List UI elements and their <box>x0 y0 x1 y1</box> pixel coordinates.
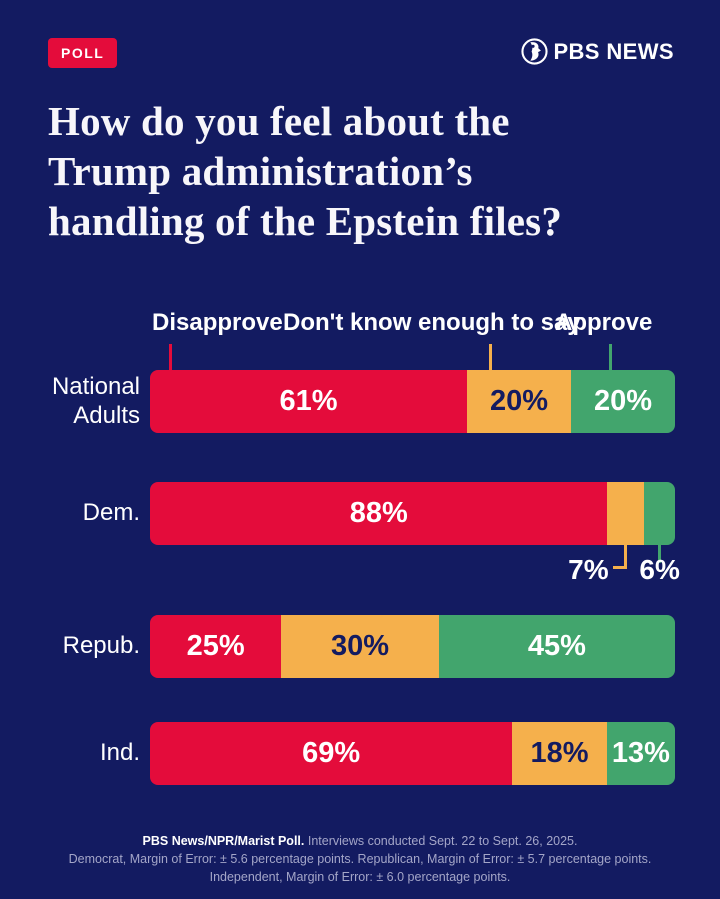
bar-segment-approve: 20% <box>571 370 675 433</box>
legend-label-disapprove: Disapprove <box>152 309 283 336</box>
segment-value-label: 25% <box>186 630 245 662</box>
source-dates: Interviews conducted Sept. 22 to Sept. 2… <box>304 834 578 848</box>
legend-tick-don-t-know-enough-to-say <box>489 344 492 372</box>
margin-of-error-note: Democrat, Margin of Error: ± 5.6 percent… <box>68 851 652 884</box>
page-title: How do you feel about the Trump administr… <box>48 96 688 246</box>
category-label-repub: Repub. <box>62 632 140 660</box>
callout-connector-horizontal <box>612 566 626 569</box>
poll-badge: POLL <box>48 38 118 68</box>
callout-value-label: 6% <box>639 554 680 585</box>
bar-row-ind: 69% 18% 13% <box>150 722 675 785</box>
category-label-national-adults: National Adults <box>51 372 140 429</box>
bar-segment-disapprove: 61% <box>150 370 468 433</box>
bar-segment-disapprove: 69% <box>150 722 513 785</box>
legend-tick-disapprove <box>169 344 172 372</box>
segment-value-label: 88% <box>349 497 408 529</box>
brand-name: PBS NEWS <box>553 38 674 64</box>
bar-segment-approve: 13% <box>606 722 675 785</box>
segment-value-label: 61% <box>279 385 338 417</box>
pbs-face-icon <box>521 38 549 65</box>
title-line: Trump administration’s <box>48 148 473 195</box>
legend-label-approve: Approve <box>555 309 653 336</box>
category-label-dem: Dem. <box>82 499 140 527</box>
legend-label-don-t-know-enough-to-say: Don't know enough to say <box>283 309 581 336</box>
bar-segment-don-t-know-enough-to-say: 18% <box>512 722 607 785</box>
callout-connector-vertical <box>624 543 628 569</box>
title-line: handling of the Epstein files? <box>48 198 563 245</box>
segment-value-label: 18% <box>530 737 589 769</box>
segment-value-label: 69% <box>302 737 361 769</box>
bar-segment-approve: 45% <box>438 615 675 678</box>
category-label-ind: Ind. <box>99 739 140 767</box>
segment-value-label: 13% <box>611 737 670 769</box>
bar-row-repub: 25% 30% 45% <box>150 615 675 678</box>
callout-connector-vertical <box>657 543 661 563</box>
bar-segment-disapprove: 25% <box>150 615 282 678</box>
legend-tick-approve <box>609 344 612 372</box>
pbs-news-logo: PBS NEWS <box>521 38 674 65</box>
bar-row-dem: 88% <box>150 482 675 545</box>
segment-value-label: 45% <box>527 630 586 662</box>
bar-segment-don-t-know-enough-to-say: 20% <box>467 370 572 433</box>
bar-segment-don-t-know-enough-to-say <box>607 482 644 545</box>
title-line: How do you feel about the <box>48 98 510 144</box>
segment-value-label: 20% <box>490 385 549 417</box>
callout-value-label: 7% <box>568 554 609 585</box>
bar-row-national-adults: 61% 20% 20% <box>150 370 675 433</box>
segment-value-label: 20% <box>593 385 653 417</box>
bar-segment-don-t-know-enough-to-say: 30% <box>281 615 439 678</box>
bar-segment-approve <box>643 482 675 545</box>
source-name: PBS News/NPR/Marist Poll. <box>142 834 305 848</box>
source-note: PBS News/NPR/Marist Poll. Interviews con… <box>60 833 660 886</box>
bar-segment-disapprove: 88% <box>150 482 608 545</box>
segment-value-label: 30% <box>330 630 390 662</box>
